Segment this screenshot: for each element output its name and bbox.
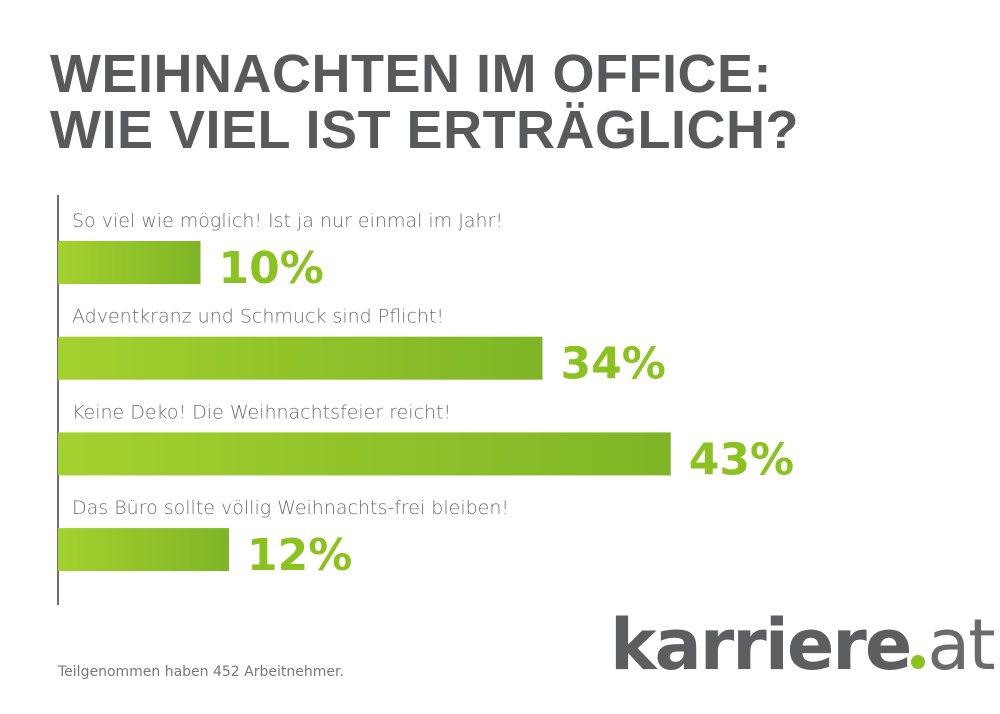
value-label: 43%	[689, 434, 794, 485]
footnote: Teilgenommen haben 452 Arbeitnehmer.	[58, 664, 344, 680]
category-label: So viel wie möglich! Ist ja nur einmal i…	[72, 210, 503, 232]
title-line-1: WEIHNACHTEN IM OFFICE:	[50, 44, 772, 104]
karriere-logo: karriere at	[610, 604, 996, 686]
value-label: 12%	[247, 530, 352, 581]
bar	[58, 528, 229, 572]
bar	[58, 336, 543, 380]
chart-title: WEIHNACHTEN IM OFFICE: WIE VIEL IST ERTR…	[50, 46, 799, 158]
logo-dot	[911, 655, 926, 669]
value-label: 10%	[219, 243, 324, 294]
category-label: Adventkranz und Schmuck sind Pflicht!	[72, 306, 444, 328]
category-label: Keine Deko! Die Weihnachtsfeier reicht!	[72, 401, 451, 423]
category-label: Das Büro sollte völlig Weihnachts-frei b…	[72, 497, 509, 519]
bar	[58, 432, 671, 476]
value-label: 34%	[561, 339, 666, 390]
title-line-2: WIE VIEL IST ERTRÄGLICH?	[50, 100, 800, 160]
bar	[58, 241, 201, 284]
